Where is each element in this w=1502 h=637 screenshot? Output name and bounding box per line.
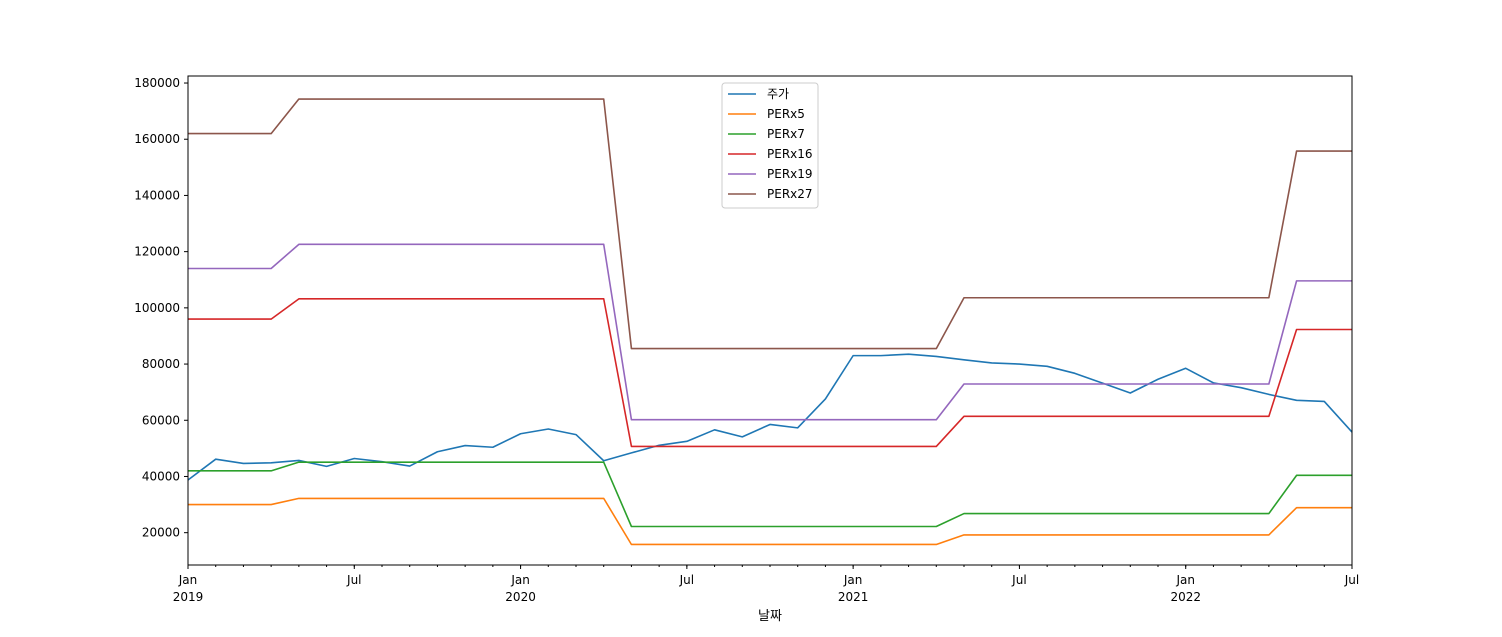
y-tick-label-1: 40000 [142,469,180,483]
y-tick-label-5: 120000 [134,245,180,259]
series-line-2 [188,461,1352,528]
legend-label-5: PERx27 [767,187,813,201]
series-line-4 [188,243,1352,421]
x-tick-year-label-6: 2022 [1170,590,1201,604]
y-tick-label-0: 20000 [142,526,180,540]
y-tick-label-4: 100000 [134,301,180,315]
legend-label-0: 주가 [767,87,789,101]
x-tick-label-3: Jul [679,573,694,587]
x-tick-label-7: Jul [1344,573,1359,587]
legend-label-4: PERx19 [767,167,813,181]
x-tick-year-label-4: 2021 [838,590,869,604]
y-tick-label-8: 180000 [134,76,180,90]
x-tick-label-1: Jul [346,573,361,587]
series-layer [187,98,1353,546]
legend-label-3: PERx16 [767,147,813,161]
legend-label-1: PERx5 [767,107,805,121]
legend: 주가 PERx5 PERx7 PERx16 PERx19 PERx27 [721,82,819,209]
x-axis-label: 날짜 [758,609,782,624]
x-tick-label-4: Jan [843,573,863,587]
x-tick-year-label-0: 2019 [173,590,204,604]
series-line-5 [188,98,1352,350]
series-line-1 [188,497,1352,546]
x-tick-label-5: Jul [1011,573,1026,587]
legend-label-2: PERx7 [767,127,805,141]
y-tick-label-3: 80000 [142,357,180,371]
y-tick-label-2: 60000 [142,413,180,427]
x-tick-label-2: Jan [510,573,530,587]
series-line-3 [188,298,1352,448]
x-axis: Jan 2019 Jul Jan 2020 Jul Jan 2021 Jul Jan 2022 Jul [173,565,1359,604]
x-tick-label-0: Jan [178,573,198,587]
x-tick-label-6: Jan [1175,573,1195,587]
y-tick-label-6: 140000 [134,188,180,202]
x-tick-year-label-2: 2020 [505,590,536,604]
y-tick-label-7: 160000 [134,132,180,146]
y-axis: 20000 40000 60000 80000 100000 120000 140000 16… [134,76,188,540]
